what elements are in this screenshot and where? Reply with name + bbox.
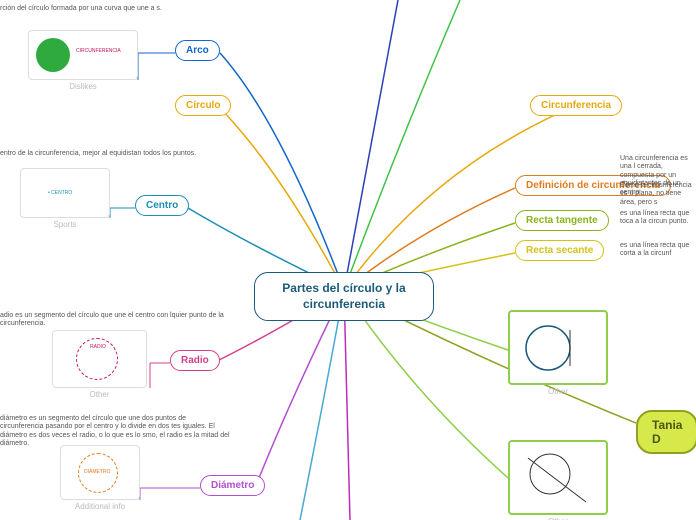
node-arco[interactable]: Arco — [175, 40, 220, 61]
node-centro[interactable]: Centro — [135, 195, 189, 216]
node-secante[interactable]: Recta secante — [515, 240, 604, 261]
thumb-label-addinfo: Additional info — [60, 502, 140, 511]
node-circulo[interactable]: Círculo — [175, 95, 231, 116]
node-diametro[interactable]: Diámetro — [200, 475, 265, 496]
thumb-label-dislikes: Dislikes — [28, 82, 138, 91]
node-circunferencia[interactable]: Circunferencia — [530, 95, 622, 116]
thumb-label-other1: Other — [52, 390, 147, 399]
thumb-label-other2: Other — [508, 387, 608, 396]
desc-centro_d: entro de la circunferencia, mejor al equ… — [0, 150, 196, 158]
desc-arco_d: rción del círculo formada por una curva … — [0, 5, 162, 13]
desc-sec_d: es una línea recta que corta a la circun… — [620, 242, 696, 259]
node-radio[interactable]: Radio — [170, 350, 220, 371]
desc-diametro_d: diámetro es un segmento del círculo que … — [0, 415, 230, 449]
author-badge[interactable]: Tania D — [636, 410, 696, 454]
desc-tan_d: es una línea recta que toca a la circun … — [620, 210, 696, 227]
mindmap-canvas: Partes del círculo y la circunferencia A… — [0, 0, 696, 520]
thumb-label-sports: Sports — [20, 220, 110, 229]
node-tangente[interactable]: Recta tangente — [515, 210, 609, 231]
center-topic[interactable]: Partes del círculo y la circunferencia — [254, 272, 434, 321]
desc-radio_d: adio es un segmento del círculo que une … — [0, 312, 230, 329]
desc-def_d2: Como la circunferencia es u plana, no ti… — [620, 182, 696, 207]
